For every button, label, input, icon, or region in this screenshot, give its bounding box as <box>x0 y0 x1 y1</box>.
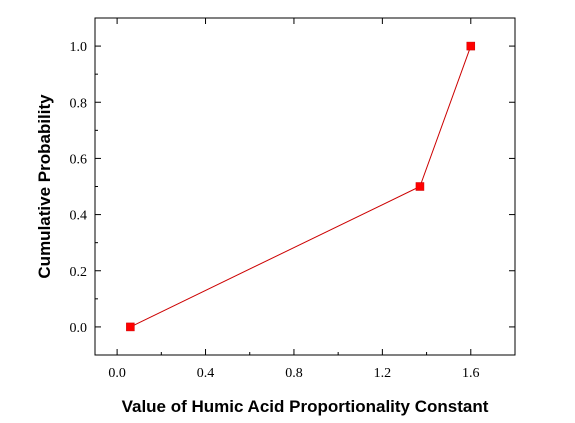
plot-frame <box>94 17 516 356</box>
y-axis-title: Cumulative Probability <box>35 94 54 279</box>
y-tick-label: 0.8 <box>70 96 88 111</box>
data-point-marker <box>126 322 135 332</box>
data-point-marker <box>466 41 476 51</box>
x-tick-label: 1.6 <box>462 366 480 381</box>
x-tick-label: 1.2 <box>374 366 392 381</box>
y-tick-label: 0.4 <box>70 209 88 224</box>
y-axis-ticks: 0.0 0.2 0.4 0.6 0.8 1.0 <box>70 17 515 356</box>
data-point-marker <box>415 182 425 191</box>
x-tick-label: 0.8 <box>285 366 303 381</box>
y-tick-label: 0.0 <box>70 321 88 336</box>
y-tick-label: 1.0 <box>70 40 88 55</box>
series-layer <box>126 41 476 332</box>
x-tick-label: 0.4 <box>197 366 215 381</box>
plot-area-border <box>94 17 516 356</box>
y-tick-label: 0.2 <box>70 265 88 280</box>
x-axis-ticks: 0.0 0.4 0.8 1.2 1.6 <box>108 18 516 381</box>
x-tick-label: 0.0 <box>108 366 126 381</box>
y-tick-label: 0.6 <box>70 152 88 167</box>
x-axis-title: Value of Humic Acid Proportionality Cons… <box>122 397 489 416</box>
